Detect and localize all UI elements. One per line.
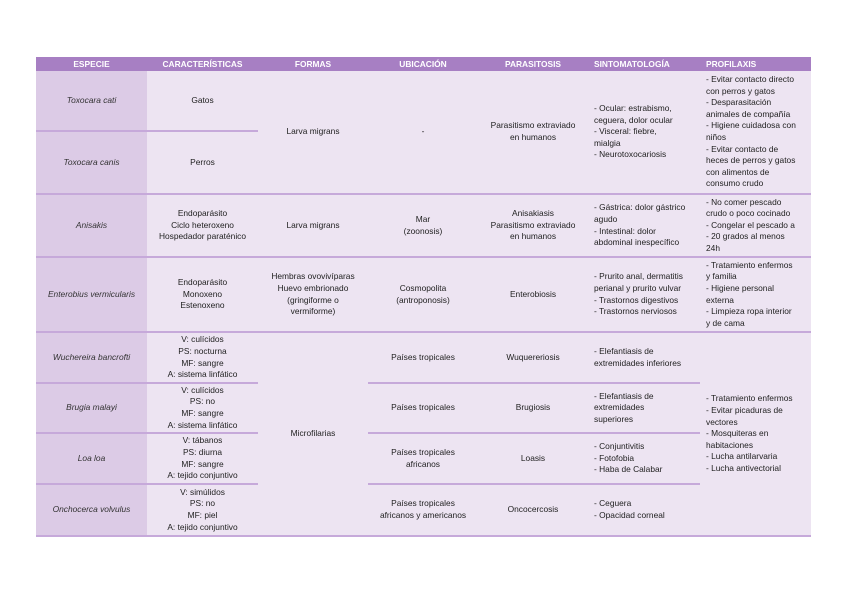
formas-cell: Larva migrans — [258, 195, 368, 258]
parasitosis-cell: Oncocercosis — [478, 485, 588, 537]
parasitosis-cell: Enterobiosis — [478, 258, 588, 333]
species-cell: Brugia malayi — [36, 384, 147, 434]
header-ubicacion: UBICACIÓN — [368, 57, 478, 71]
header-especie: ESPECIE — [36, 57, 147, 71]
formas-cell: Larva migrans — [258, 71, 368, 195]
species-cell: Loa loa — [36, 434, 147, 485]
formas-cell: Microfilarias — [258, 333, 368, 537]
parasitosis-cell: Anisakiasis Parasitismo extraviado en hu… — [478, 195, 588, 258]
ubicacion-cell: - — [368, 71, 478, 195]
sintomatologia-cell: - Ceguera - Opacidad corneal — [588, 485, 700, 537]
caracteristicas-cell: Gatos — [147, 71, 258, 132]
sintomatologia-cell: - Ocular: estrabismo, ceguera, dolor ocu… — [588, 71, 700, 195]
ubicacion-cell: Países tropicales africanos — [368, 434, 478, 485]
header-profilaxis: PROFILAXIS — [700, 57, 811, 71]
ubicacion-cell: Cosmopolita (antroponosis) — [368, 258, 478, 333]
profilaxis-cell: - Tratamiento enfermos y familia - Higie… — [700, 258, 811, 333]
header-sintomatologia: SINTOMATOLOGÍA — [588, 57, 700, 71]
caracteristicas-cell: Endoparásito Monoxeno Estenoxeno — [147, 258, 258, 333]
caracteristicas-cell: V: culícidos PS: no MF: sangre A: sistem… — [147, 384, 258, 434]
ubicacion-cell: Países tropicales — [368, 333, 478, 384]
formas-cell: Hembras ovovivíparas Huevo embrionado (g… — [258, 258, 368, 333]
sintomatologia-cell: - Prurito anal, dermatitis perianal y pr… — [588, 258, 700, 333]
profilaxis-cell: - Tratamiento enfermos - Evitar picadura… — [700, 333, 811, 537]
sintomatologia-cell: - Elefantiasis de extremidades superiore… — [588, 384, 700, 434]
parasitosis-cell: Brugiosis — [478, 384, 588, 434]
parasitosis-cell: Parasitismo extraviado en humanos — [478, 71, 588, 195]
parasitosis-cell: Wuquereriosis — [478, 333, 588, 384]
header-formas: FORMAS — [258, 57, 368, 71]
species-cell: Enterobius vermicularis — [36, 258, 147, 333]
profilaxis-cell: - Evitar contacto directo con perros y g… — [700, 71, 811, 195]
species-cell: Toxocara canis — [36, 132, 147, 195]
ubicacion-cell: Países tropicales — [368, 384, 478, 434]
species-cell: Toxocara cati — [36, 71, 147, 132]
caracteristicas-cell: Endoparásito Ciclo heteroxeno Hospedador… — [147, 195, 258, 258]
caracteristicas-cell: V: tábanos PS: diurna MF: sangre A: teji… — [147, 434, 258, 485]
species-cell: Wuchereira bancrofti — [36, 333, 147, 384]
sintomatologia-cell: - Gástrica: dolor gástrico agudo - Intes… — [588, 195, 700, 258]
species-cell: Anisakis — [36, 195, 147, 258]
sintomatologia-cell: - Elefantiasis de extremidades inferiore… — [588, 333, 700, 384]
ubicacion-cell: Mar (zoonosis) — [368, 195, 478, 258]
parasitosis-cell: Loasis — [478, 434, 588, 485]
header-caracteristicas: CARACTERÍSTICAS — [147, 57, 258, 71]
caracteristicas-cell: V: simúlidos PS: no MF: piel A: tejido c… — [147, 485, 258, 537]
profilaxis-cell: - No comer pescado crudo o poco cocinado… — [700, 195, 811, 258]
header-parasitosis: PARASITOSIS — [478, 57, 588, 71]
sintomatologia-cell: - Conjuntivitis - Fotofobia - Haba de Ca… — [588, 434, 700, 485]
caracteristicas-cell: Perros — [147, 132, 258, 195]
caracteristicas-cell: V: culícidos PS: nocturna MF: sangre A: … — [147, 333, 258, 384]
species-cell: Onchocerca volvulus — [36, 485, 147, 537]
ubicacion-cell: Países tropicales africanos y americanos — [368, 485, 478, 537]
